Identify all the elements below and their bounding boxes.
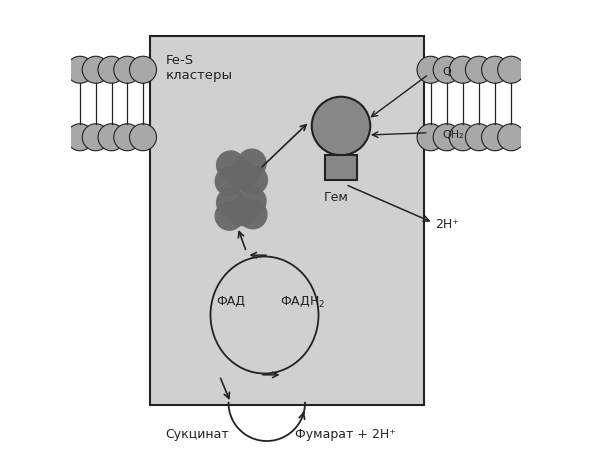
Circle shape [465, 124, 493, 151]
Text: Фумарат + 2H⁺: Фумарат + 2H⁺ [295, 428, 396, 441]
Text: Fe-S
кластеры: Fe-S кластеры [166, 54, 233, 82]
Circle shape [498, 124, 525, 151]
Circle shape [82, 56, 110, 83]
Circle shape [237, 148, 267, 178]
Circle shape [312, 97, 370, 155]
Circle shape [481, 124, 509, 151]
Circle shape [465, 56, 493, 83]
Circle shape [433, 56, 460, 83]
Circle shape [433, 124, 460, 151]
Circle shape [498, 56, 525, 83]
Circle shape [130, 124, 156, 151]
Circle shape [214, 201, 244, 231]
Circle shape [449, 56, 477, 83]
Circle shape [228, 161, 258, 190]
Circle shape [216, 150, 246, 180]
Text: QH₂: QH₂ [442, 130, 464, 140]
Circle shape [98, 124, 125, 151]
Bar [150, 36, 424, 405]
Text: ФАД: ФАД [216, 295, 245, 308]
Circle shape [228, 197, 258, 226]
Circle shape [130, 56, 156, 83]
Bar [325, 155, 357, 180]
Circle shape [238, 200, 268, 230]
Circle shape [237, 186, 267, 216]
Text: Q: Q [442, 67, 451, 77]
Text: Гем: Гем [324, 191, 349, 204]
Text: ФАДH$_2$: ФАДH$_2$ [280, 294, 326, 309]
Circle shape [66, 124, 94, 151]
Text: 2H⁺: 2H⁺ [436, 219, 459, 231]
Circle shape [216, 188, 246, 217]
Circle shape [239, 165, 268, 195]
Circle shape [417, 56, 444, 83]
Text: Сукцинат: Сукцинат [165, 428, 229, 441]
Circle shape [82, 124, 110, 151]
Circle shape [66, 56, 94, 83]
Circle shape [98, 56, 125, 83]
Circle shape [114, 124, 141, 151]
Circle shape [481, 56, 509, 83]
Circle shape [449, 124, 477, 151]
Circle shape [214, 166, 244, 196]
Circle shape [114, 56, 141, 83]
Circle shape [417, 124, 444, 151]
